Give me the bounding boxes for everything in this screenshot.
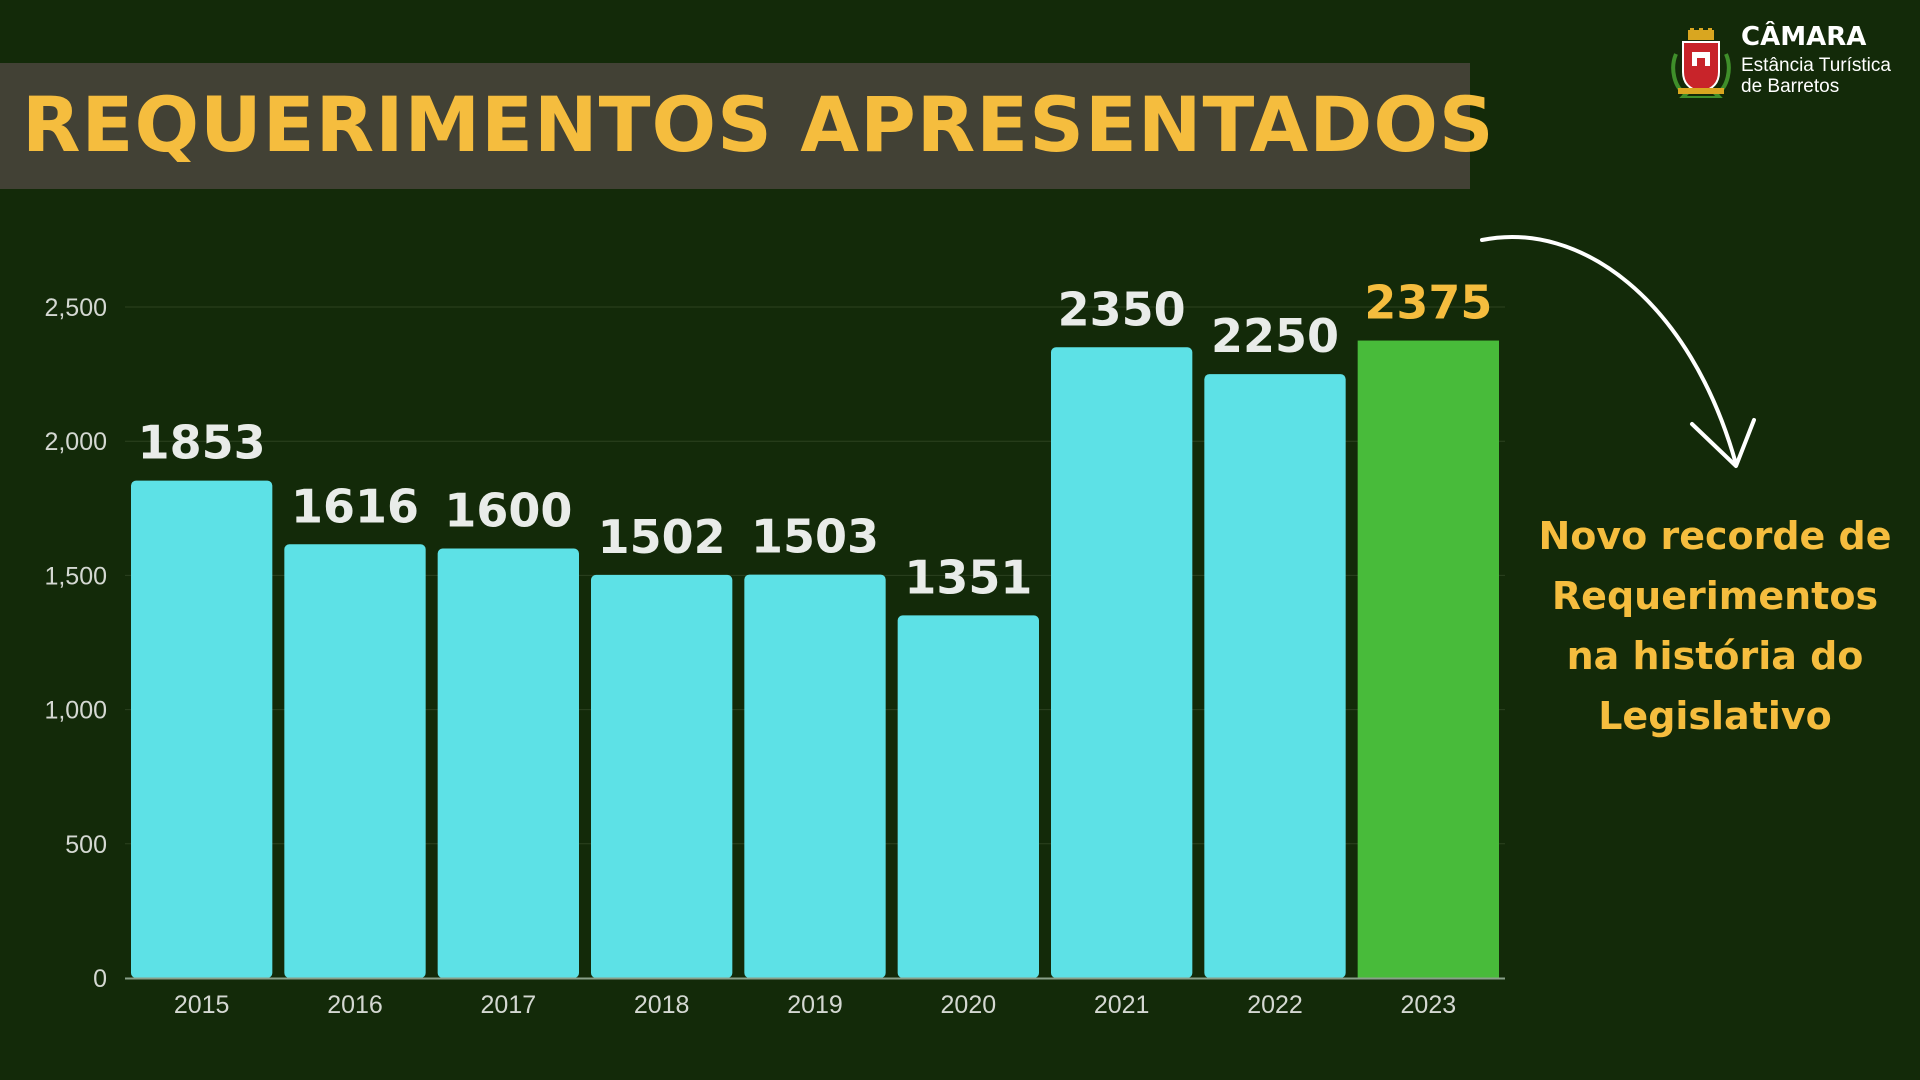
x-tick-label: 2016 [327, 991, 383, 1019]
x-tick-label: 2021 [1094, 991, 1150, 1019]
logo-subtitle-line-2: de Barretos [1741, 76, 1840, 97]
x-tick-label: 2023 [1401, 991, 1457, 1019]
bar [1051, 347, 1193, 978]
bar-value-label: 1503 [751, 510, 879, 564]
logo-title: CÂMARA [1741, 22, 1867, 52]
bar-highlight [1357, 340, 1499, 978]
bar [744, 574, 886, 978]
bar [1204, 374, 1346, 979]
logo-subtitle-line-1: Estância Turística [1741, 55, 1891, 76]
x-tick-label: 2017 [481, 991, 537, 1019]
page-title: REQUERIMENTOS APRESENTADOS [22, 80, 1495, 169]
title-band: REQUERIMENTOS APRESENTADOS [0, 63, 1494, 189]
callout-line: Legislativo [1598, 694, 1832, 738]
bar [131, 480, 273, 978]
bar-value-label: 2350 [1058, 282, 1186, 336]
y-tick-label: 2,000 [44, 428, 107, 456]
bar [284, 544, 426, 978]
bar [591, 574, 733, 978]
bar-value-label: 1616 [291, 479, 419, 533]
coat-of-arms-icon [1671, 28, 1731, 98]
y-tick-label: 1,500 [44, 562, 107, 590]
curved-arrow-icon [1480, 234, 1756, 468]
bar-value-label: 2250 [1211, 309, 1339, 363]
y-tick-label: 2,500 [44, 294, 107, 322]
bar [437, 548, 579, 978]
y-tick-label: 500 [65, 831, 107, 859]
x-tick-label: 2015 [174, 991, 230, 1019]
y-axis-tick-labels: 0 500 1,000 1,500 2,000 2,500 [44, 294, 107, 993]
x-axis-tick-labels: 2015 2016 2017 2018 2019 2020 2021 2022 2023 [174, 991, 1456, 1019]
x-tick-label: 2022 [1247, 991, 1303, 1019]
y-tick-label: 0 [93, 965, 107, 993]
camara-logo: CÂMARA Estância Turística de Barretos [1668, 22, 1920, 102]
x-tick-label: 2020 [941, 991, 997, 1019]
x-tick-label: 2018 [634, 991, 690, 1019]
callout-line: Requerimentos [1551, 574, 1879, 618]
bars [131, 340, 1499, 979]
bar-value-label: 2375 [1364, 276, 1492, 330]
bar-value-label: 1351 [904, 550, 1032, 604]
y-tick-label: 1,000 [44, 697, 107, 725]
bar-value-label: 1853 [138, 416, 266, 470]
x-tick-label: 2019 [787, 991, 843, 1019]
callout-line: Novo recorde de [1538, 514, 1892, 558]
record-callout: Novo recorde de Requerimentos na históri… [1510, 506, 1920, 746]
bar-value-label: 1600 [444, 484, 572, 538]
bar-value-labels: 1853 1616 1600 1502 1503 1351 2350 2250 2375 [138, 276, 1493, 605]
bar-value-label: 1502 [598, 510, 726, 564]
bar [897, 615, 1039, 978]
callout-line: na história do [1566, 634, 1864, 678]
